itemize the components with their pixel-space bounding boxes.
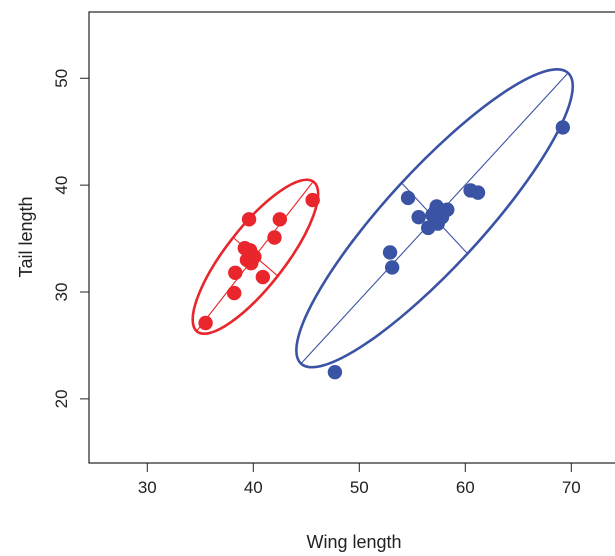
series-1-point [198,315,213,331]
y-axis: 20 30 40 50 [52,69,89,408]
series-2-point [400,190,416,206]
series-1-point [241,212,257,227]
y-axis-title: Tail length [16,196,36,277]
series-2-point [411,209,426,225]
x-axis-title: Wing length [306,532,401,552]
confidence-ellipses [191,68,575,369]
series-2-point [327,364,343,380]
series-1-point [227,285,242,301]
y-tick-label: 40 [52,176,71,195]
series-1-ellipse [191,178,320,336]
plot-frame [88,11,615,464]
series-1-point [305,192,320,208]
series-2-point [384,260,400,275]
x-tick-label: 70 [562,478,581,497]
series-1-point [255,269,271,285]
x-tick-label: 60 [456,478,475,497]
series-2-point [382,245,398,260]
series-1-point [267,230,282,245]
y-tick-label: 20 [52,389,71,408]
y-tick-label: 50 [52,69,71,88]
series-1-point [228,265,243,280]
series-2-point [555,120,571,135]
data-points [198,120,571,380]
series-2-point [440,202,455,217]
series-1-point [242,243,258,258]
series-2-point [470,185,486,200]
x-tick-label: 50 [350,478,369,497]
y-tick-label: 30 [52,283,71,302]
x-tick-label: 30 [138,478,157,497]
x-axis: 30 40 50 60 70 [138,463,581,497]
series-1-point [272,212,287,227]
x-tick-label: 40 [244,478,263,497]
